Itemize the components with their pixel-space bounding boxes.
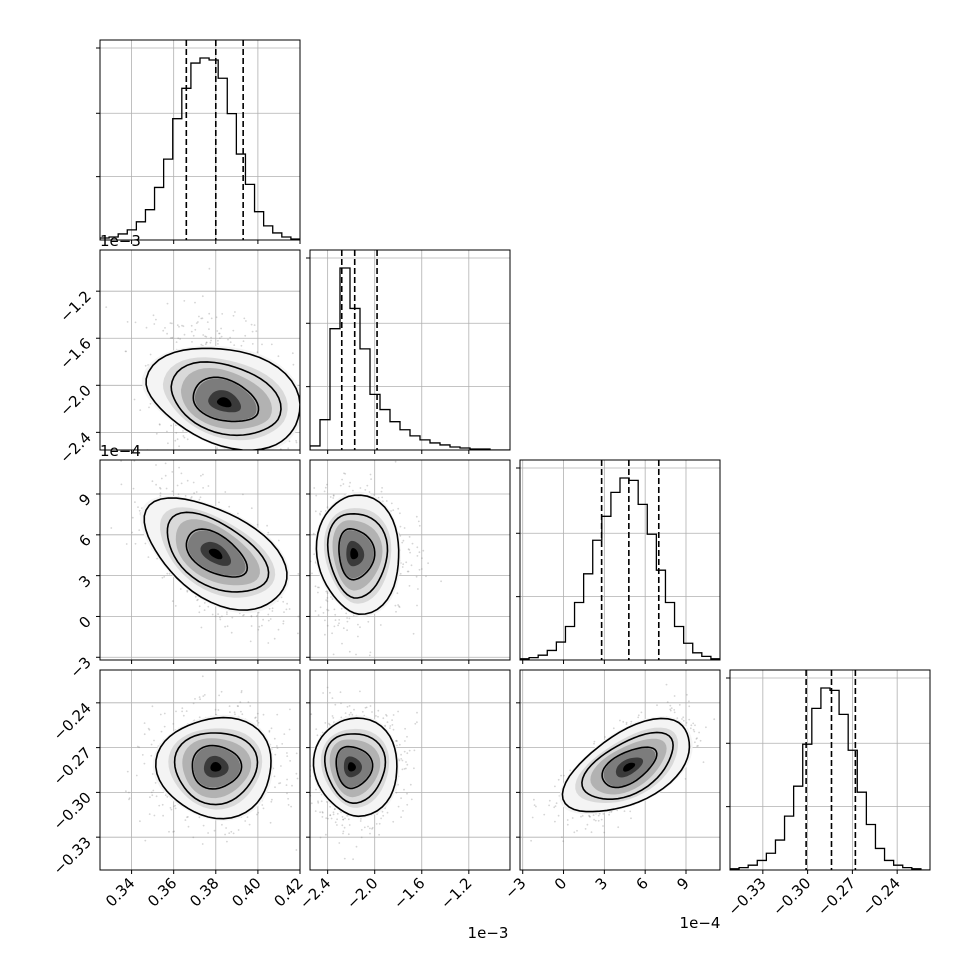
contour-1 (326, 512, 389, 599)
contour-0 (312, 717, 398, 818)
y-tick-label-2-4: 9 (75, 490, 94, 509)
contour-2 (191, 744, 243, 790)
contour-2 (601, 746, 658, 789)
contour-1 (581, 731, 674, 800)
panel-frame (309, 249, 511, 451)
y-tick-label-3-3: −0.24 (50, 699, 95, 744)
x-tick-label-0-3: 0.40 (228, 874, 264, 910)
x-offset-label-1: 1e−3 (468, 924, 509, 942)
x-tick-label-3-2: −0.27 (814, 874, 859, 919)
contour-1 (170, 361, 282, 437)
contour-0 (315, 494, 400, 616)
histogram-step-1 (310, 267, 510, 450)
contour-2 (185, 528, 249, 578)
x-tick-label-2-3: 6 (633, 874, 652, 893)
contour-0 (143, 497, 288, 611)
y-offset-label-2: 1e−4 (100, 442, 141, 460)
y-tick-label-1-0: −2.4 (56, 428, 94, 466)
x-tick-label-3-3: −0.24 (859, 874, 904, 919)
density-level (347, 762, 356, 772)
x-tick-label-0-0: 0.34 (102, 874, 138, 910)
density-level (216, 397, 232, 408)
panel-frame (519, 459, 721, 661)
contour-1 (173, 732, 259, 806)
x-tick-label-3-1: −0.30 (769, 874, 814, 919)
x-tick-label-1-3: −1.2 (437, 874, 475, 912)
x-tick-label-2-0: −3 (501, 874, 529, 902)
contour-1 (166, 511, 270, 593)
y-tick-label-2-1: 0 (75, 613, 94, 632)
y-tick-label-2-2: 3 (75, 572, 94, 591)
panel-frame (519, 669, 721, 871)
histogram-panel-1 (310, 250, 510, 450)
y-tick-label-3-2: −0.27 (50, 744, 95, 789)
x-tick-label-0-1: 0.36 (144, 874, 180, 910)
y-tick-label-1-3: −1.2 (56, 287, 94, 325)
density-level (208, 548, 223, 560)
x-tick-label-3-0: −0.33 (724, 874, 769, 919)
y-tick-label-2-0: −3 (66, 653, 94, 681)
x-tick-label-2-1: 0 (551, 874, 570, 893)
panel-frame (309, 459, 511, 661)
y-tick-label-3-0: −0.33 (50, 833, 95, 878)
y-tick-label-1-2: −1.6 (56, 334, 94, 372)
panel-frame (99, 39, 301, 241)
histogram-panel-3 (730, 670, 930, 870)
x-tick-label-2-2: 3 (592, 874, 611, 893)
panel-frame (99, 249, 301, 451)
y-tick-label-3-1: −0.30 (50, 788, 95, 833)
contour-0 (561, 717, 691, 813)
histogram-panel-2 (520, 460, 720, 660)
x-tick-label-1-2: −1.6 (390, 874, 428, 912)
contour-1 (323, 733, 387, 805)
scatter-panel-1-3 (310, 670, 510, 870)
y-offset-label-1: 1e−3 (100, 232, 141, 250)
x-tick-label-0-2: 0.38 (186, 874, 222, 910)
scatter-panel-1-2 (310, 460, 510, 660)
x-offset-label-2: 1e−4 (680, 914, 721, 932)
panel-frame (729, 669, 931, 871)
histogram-step-3 (730, 687, 930, 870)
density-level (350, 548, 359, 560)
x-tick-label-1-1: −2.0 (343, 874, 381, 912)
x-tick-label-2-4: 9 (673, 874, 692, 893)
contour-2 (335, 745, 374, 790)
contour-2 (192, 376, 260, 423)
contour-0 (154, 716, 272, 820)
y-tick-label-2-3: 6 (75, 531, 94, 550)
density-level (623, 762, 636, 772)
scatter-panel-0-2 (100, 460, 300, 660)
x-tick-label-1-0: −2.4 (296, 874, 334, 912)
contour-2 (338, 527, 376, 581)
histogram-panel-0 (100, 40, 300, 240)
scatter-panel-0-3 (100, 670, 300, 870)
density-level (210, 762, 222, 772)
histogram-step-2 (520, 477, 720, 660)
panel-frame (99, 459, 301, 661)
scatter-panel-2-3 (520, 670, 720, 870)
y-tick-label-1-1: −2.0 (56, 381, 94, 419)
panel-frame (99, 669, 301, 871)
scatter-panel-0-1 (100, 250, 300, 450)
contour-0 (145, 347, 300, 450)
histogram-step-0 (100, 57, 300, 240)
panel-frame (309, 669, 511, 871)
